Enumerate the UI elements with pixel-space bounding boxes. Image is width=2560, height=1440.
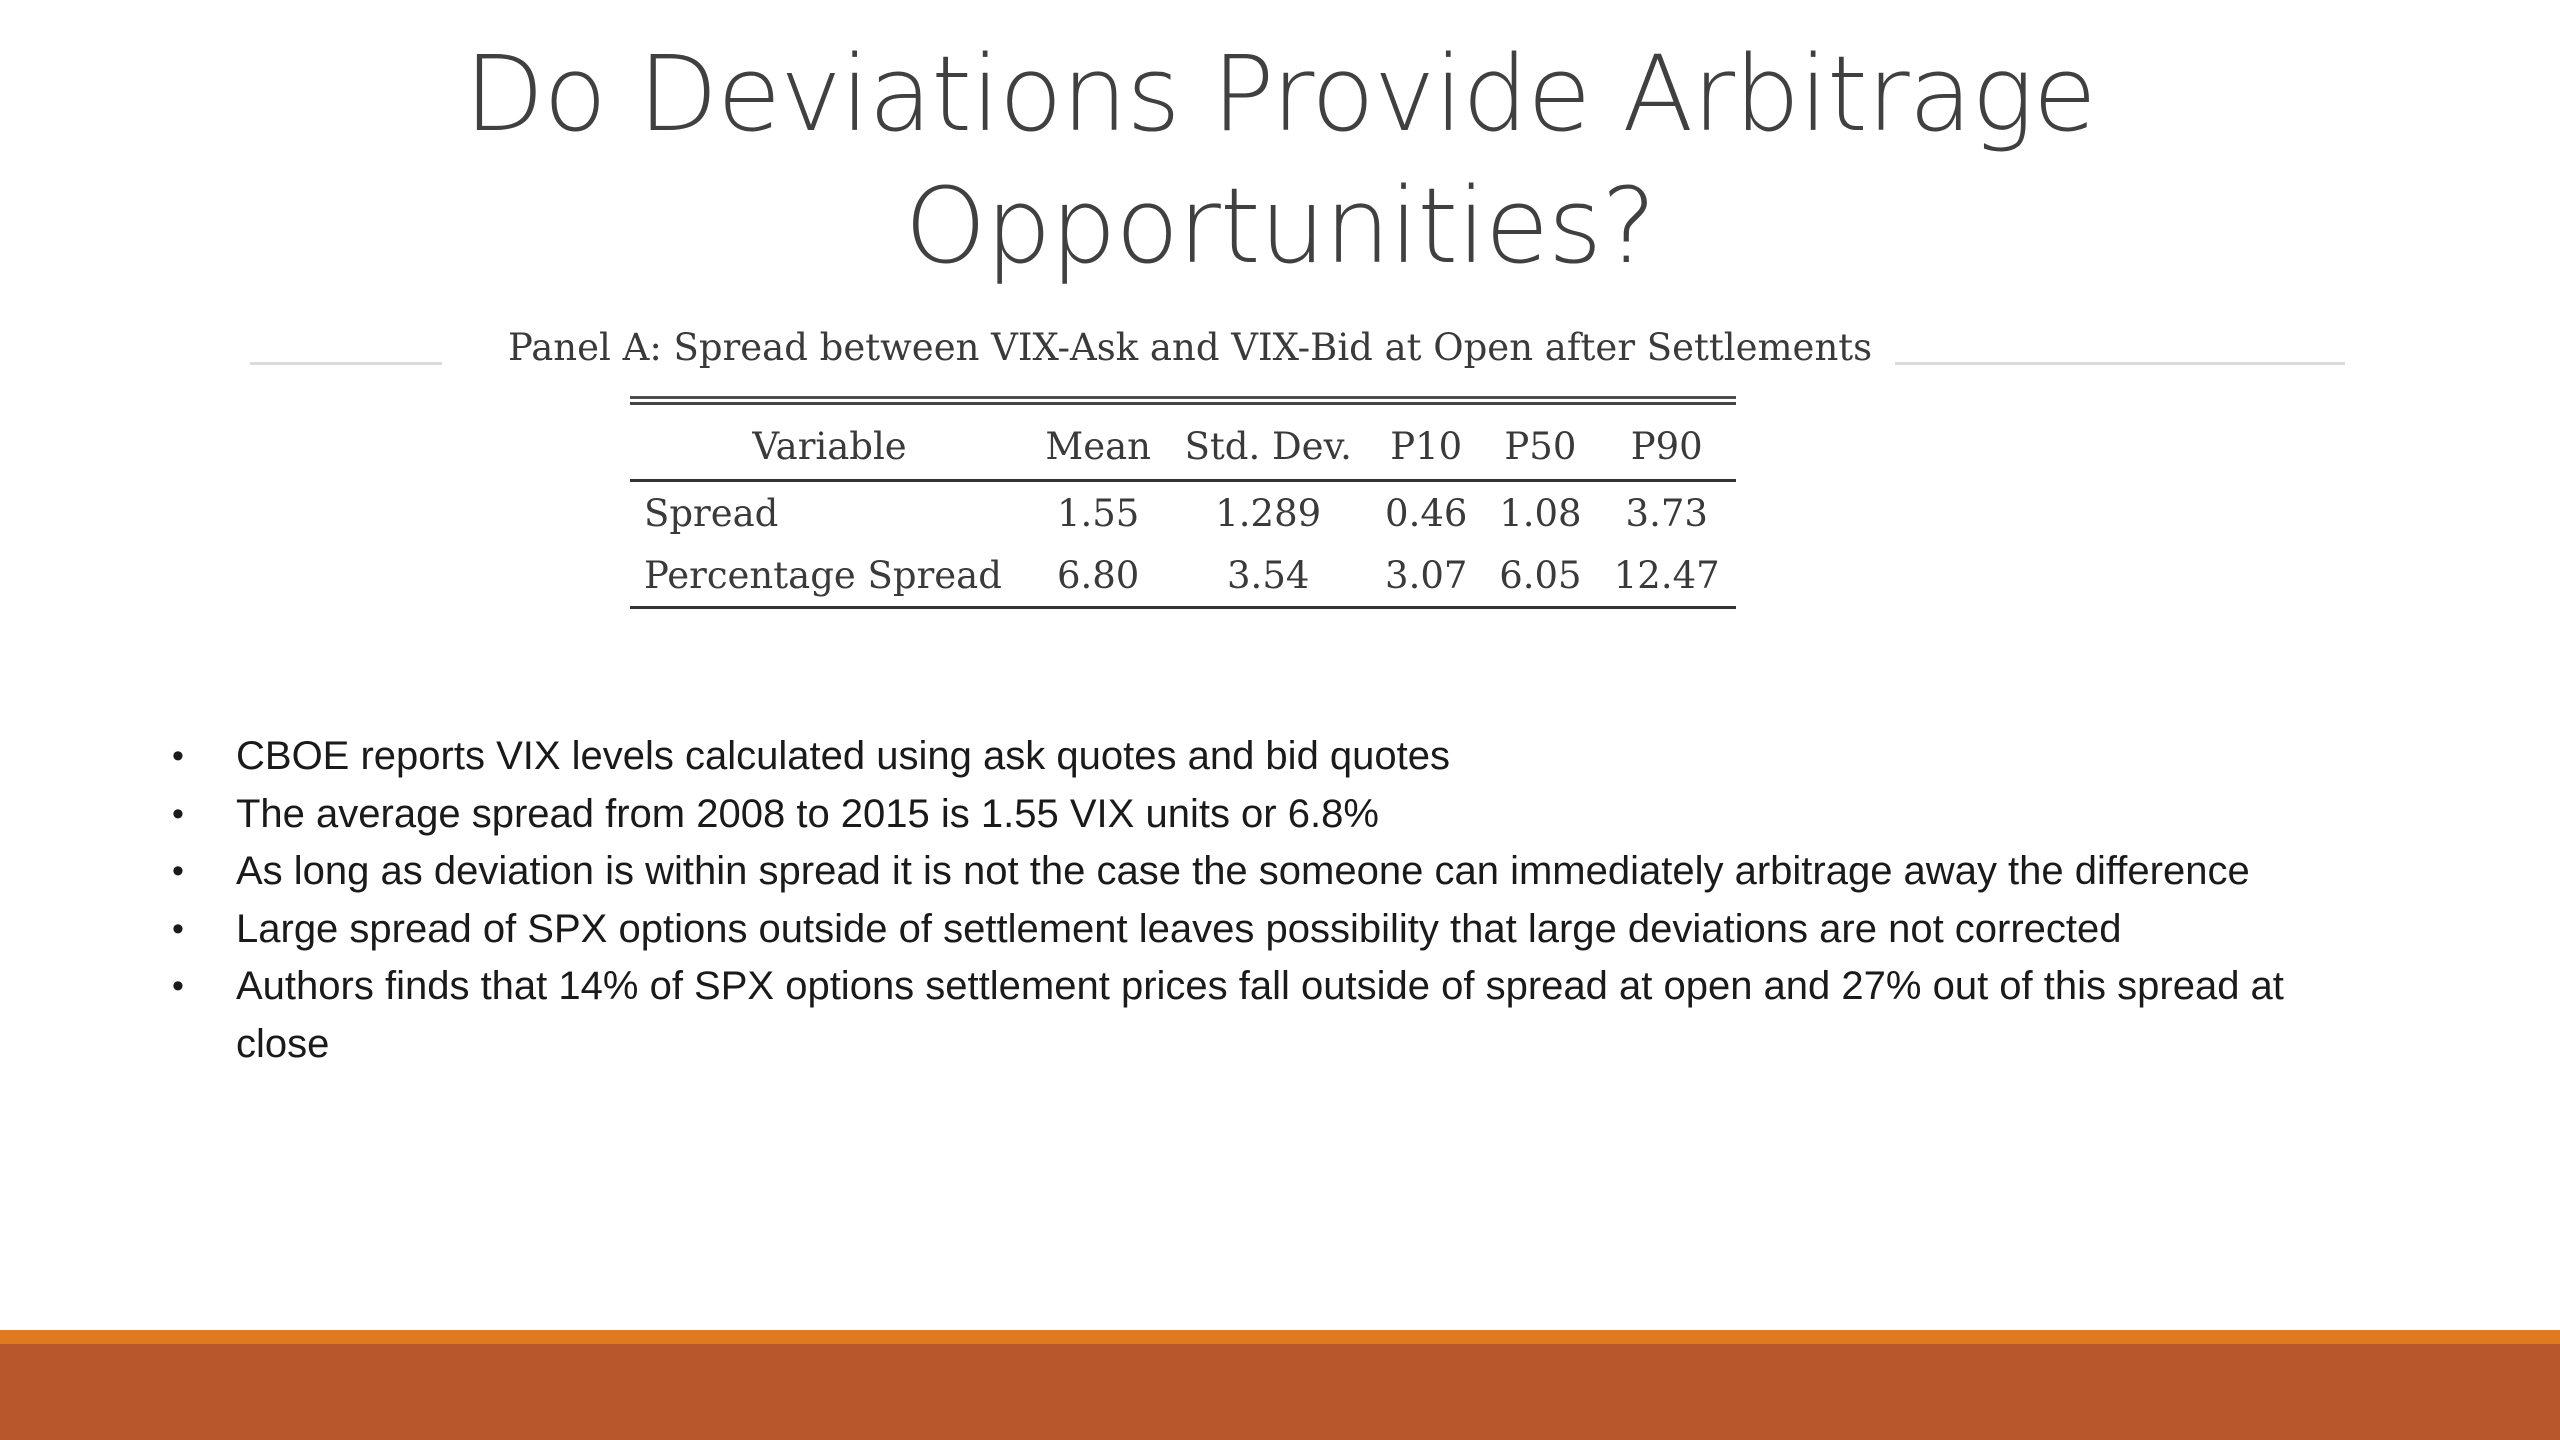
table-cell-p50: 1.08 (1499, 491, 1582, 535)
bullet-marker: • (172, 909, 184, 948)
table-cell-mean: 6.80 (1029, 544, 1168, 609)
bullet-item: • The average spread from 2008 to 2015 i… (172, 786, 2352, 844)
bullet-marker: • (172, 967, 184, 1005)
column-header-mean: Mean (1029, 397, 1168, 482)
column-header-p90: P90 (1597, 397, 1736, 482)
statistics-table: Variable Mean Std. Dev. P10 P50 P90 Spre… (630, 396, 1736, 609)
table-cell-variable: Spread (644, 491, 779, 535)
table-cell-variable: Percentage Spread (630, 544, 1030, 609)
panel-caption: Panel A: Spread between VIX-Ask and VIX-… (508, 326, 1873, 369)
column-header-std-dev: Std. Dev. (1167, 397, 1370, 482)
bullet-text: As long as deviation is within spread it… (236, 849, 2250, 893)
table-cell-p10: 0.46 (1385, 491, 1468, 535)
bullet-item: • Large spread of SPX options outside of… (172, 901, 2352, 959)
bullet-marker: • (172, 794, 184, 833)
table-cell-mean: 1.55 (1056, 491, 1140, 535)
footer-accent-stripe (0, 1330, 2560, 1344)
table-cell-p50: 6.05 (1483, 544, 1598, 609)
bullet-text: Large spread of SPX options outside of s… (236, 906, 2122, 951)
table-cell-p10: 3.07 (1369, 544, 1484, 609)
table-row: Spread 1.55 1.289 0.46 1.08 3.73 (630, 481, 1736, 545)
bullet-text: The average spread from 2008 to 2015 is … (236, 791, 1379, 836)
bullet-item: • Authors finds that 14% of SPX options … (172, 958, 2352, 1073)
bullet-list: • CBOE reports VIX levels calculated usi… (172, 728, 2352, 1073)
column-header-variable: Variable (630, 397, 1030, 482)
column-header-p50: P50 (1483, 397, 1598, 482)
table-cell-std-dev: 3.54 (1167, 544, 1370, 609)
table-row: Percentage Spread 6.80 3.54 3.07 6.05 12… (630, 544, 1736, 609)
column-header-p10: P10 (1369, 397, 1484, 482)
slide-title-line-1: Do Deviations Provide Arbitrage (464, 33, 2096, 155)
bullet-item: • CBOE reports VIX levels calculated usi… (172, 728, 2352, 786)
table-cell-std-dev: 1.289 (1215, 491, 1322, 535)
bullet-text: Authors finds that 14% of SPX options se… (236, 964, 2284, 1066)
table-cell-p90: 3.73 (1625, 491, 1708, 535)
caption-divider-right (1895, 362, 2345, 365)
bullet-text: CBOE reports VIX levels calculated using… (236, 734, 1451, 778)
caption-divider-left (250, 362, 442, 365)
table-header-row: Variable Mean Std. Dev. P10 P50 P90 (630, 397, 1736, 482)
slide-title: Do Deviations Provide Arbitrage Opportun… (280, 28, 2280, 292)
bullet-marker: • (172, 737, 184, 775)
footer-band (0, 1344, 2560, 1440)
bullet-marker: • (172, 852, 184, 890)
slide-title-line-2: Opportunities? (904, 165, 1657, 287)
panel-caption-area: Panel A: Spread between VIX-Ask and VIX-… (250, 320, 2345, 380)
table-cell-p90: 12.47 (1597, 544, 1736, 609)
bullet-item: • As long as deviation is within spread … (172, 843, 2352, 901)
